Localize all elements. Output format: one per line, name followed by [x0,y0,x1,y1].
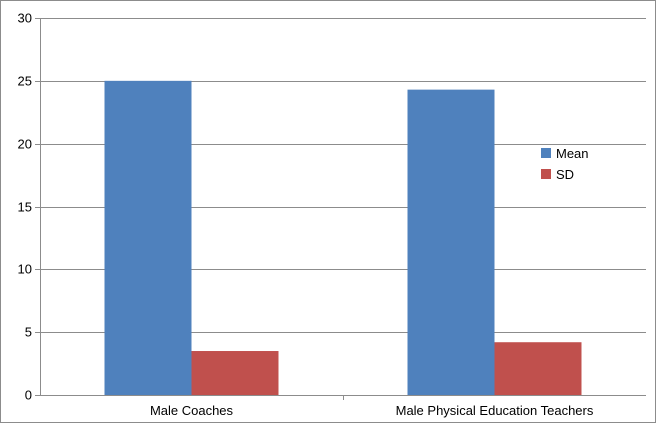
bar-mean-2 [407,89,495,395]
x-category-label: Male Physical Education Teachers [396,403,594,418]
axis-labels: 0 5 10 15 20 25 30 Male Coaches Male Physical Ed… [18,11,594,419]
bar-mean-1 [104,80,192,395]
y-tick-label: 25 [18,74,32,89]
y-tick-label: 15 [18,200,32,215]
x-category-label: Male Coaches [150,403,234,418]
y-tick-label: 5 [25,325,32,340]
legend-swatch-mean [541,148,551,158]
legend-swatch-sd [541,169,551,179]
bars [104,80,582,395]
y-tick-label: 30 [18,11,32,26]
axes [35,18,646,400]
y-tick-label: 0 [25,388,32,403]
legend-label-sd: SD [556,167,574,182]
y-tick-label: 10 [18,262,32,277]
legend: Mean SD [541,146,589,182]
y-tick-label: 20 [18,137,32,152]
bar-sd-1 [191,351,279,395]
legend-label-mean: Mean [556,146,589,161]
bar-sd-2 [494,342,582,395]
